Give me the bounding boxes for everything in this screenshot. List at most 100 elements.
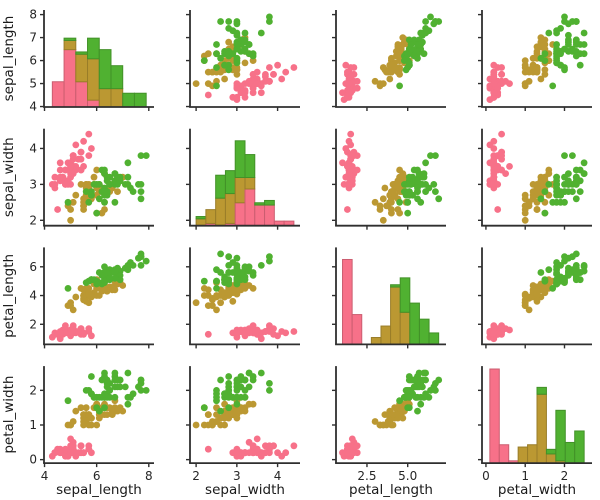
data-point [98, 287, 106, 295]
data-point [82, 404, 90, 412]
hist-bar-green [234, 140, 246, 179]
data-point [422, 18, 429, 25]
data-point [225, 411, 233, 418]
data-point [237, 269, 245, 276]
data-point [345, 80, 353, 87]
x-tick-label: 3 [233, 469, 241, 483]
data-point [204, 302, 212, 309]
data-point [490, 80, 498, 87]
data-point [249, 272, 257, 279]
data-point [533, 297, 541, 305]
hist-bar-pink [498, 444, 510, 464]
data-point [245, 41, 253, 48]
data-point [90, 181, 98, 188]
scatter-points-pink [48, 435, 95, 460]
hist-bar-gold [370, 337, 382, 345]
data-point [379, 216, 387, 224]
data-point [249, 400, 257, 408]
scatter-points-green [396, 369, 443, 415]
data-point [414, 188, 421, 196]
x-axis-label-petal_width: petal_width [498, 482, 576, 498]
stacked-histogram-bars [489, 368, 585, 464]
data-point [217, 376, 225, 384]
data-point [561, 45, 568, 53]
data-point [233, 84, 241, 92]
scatter-points-green [64, 369, 150, 415]
data-point [253, 435, 261, 443]
data-point [101, 277, 108, 285]
data-point [124, 181, 132, 188]
hist-bar-gold [390, 286, 401, 345]
data-point [75, 328, 82, 335]
data-point [490, 137, 498, 145]
data-point [561, 152, 568, 160]
data-point [241, 29, 249, 37]
data-point [142, 257, 150, 265]
data-point [381, 411, 389, 418]
subplot-sepal_width-vs-petal_width: 2 3 4 [186, 366, 300, 483]
data-point [345, 137, 353, 145]
data-point [572, 41, 580, 48]
data-point [410, 52, 418, 60]
scatter-points-pink [486, 130, 513, 213]
data-point [266, 77, 273, 85]
data-point [245, 449, 253, 457]
data-point [399, 41, 407, 48]
data-point [422, 369, 429, 377]
x-tick-label: 2 [561, 469, 569, 483]
data-point [525, 77, 533, 85]
data-point [397, 407, 405, 415]
data-point [200, 277, 208, 285]
data-point [266, 380, 273, 387]
data-point [557, 262, 564, 269]
data-point [241, 89, 249, 97]
data-point [498, 71, 505, 78]
data-point [553, 276, 560, 284]
hist-bar-gold [110, 88, 124, 108]
data-point [233, 29, 241, 37]
data-point [124, 400, 132, 408]
data-point [85, 411, 93, 418]
hist-bar-gold [205, 209, 217, 224]
hist-bar-pink [351, 314, 363, 345]
data-point [353, 77, 361, 85]
data-point [422, 390, 429, 398]
data-point [67, 163, 74, 170]
hist-bar-pink [264, 204, 275, 227]
data-point [204, 286, 212, 294]
scatter-points-green [200, 250, 273, 292]
data-point [376, 421, 384, 429]
data-point [101, 206, 108, 213]
data-point [253, 326, 261, 334]
data-point [266, 13, 273, 21]
data-point [401, 188, 408, 196]
data-point [56, 166, 64, 174]
data-point [124, 393, 132, 401]
y-tick-label: 2 [29, 317, 37, 331]
hist-bar-pink [342, 258, 353, 345]
hist-bar-green [215, 174, 226, 199]
subplot-sepal_width-vs-petal_length [186, 247, 300, 349]
data-point [415, 369, 423, 377]
data-point [565, 170, 572, 178]
y-tick-label: 1 [29, 418, 37, 432]
scatter-points-gold [371, 34, 413, 90]
data-point [371, 198, 379, 206]
data-point [350, 64, 358, 71]
hist-bar-green [98, 49, 112, 90]
hist-bar-gold [234, 177, 246, 204]
data-point [142, 387, 150, 394]
data-point [405, 393, 413, 401]
data-point [111, 369, 119, 377]
data-point [257, 335, 265, 343]
data-point [405, 181, 413, 188]
data-point [225, 373, 233, 380]
data-point [116, 276, 124, 284]
data-point [213, 277, 220, 285]
data-point [569, 152, 576, 160]
x-tick-label: 2.5 [357, 469, 376, 483]
data-point [545, 29, 553, 37]
data-point [72, 293, 80, 301]
hist-bar-gold [63, 39, 77, 51]
hist-bar-green [390, 284, 401, 288]
